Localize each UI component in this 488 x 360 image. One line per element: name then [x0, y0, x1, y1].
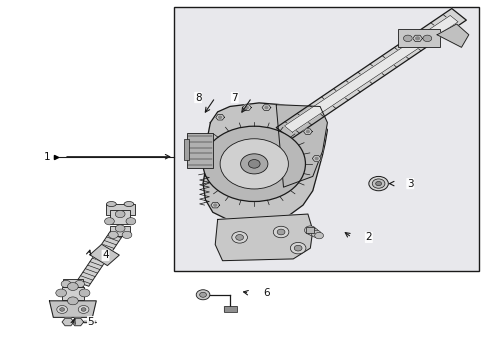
- Circle shape: [422, 35, 431, 41]
- Bar: [110, 210, 130, 224]
- Circle shape: [108, 231, 118, 238]
- Bar: [183, 139, 189, 160]
- Bar: [63, 279, 82, 289]
- Circle shape: [75, 280, 84, 288]
- Circle shape: [57, 306, 67, 314]
- Circle shape: [277, 229, 285, 235]
- Circle shape: [218, 116, 221, 118]
- Circle shape: [315, 157, 318, 159]
- Polygon shape: [284, 15, 457, 132]
- Polygon shape: [90, 244, 119, 266]
- Polygon shape: [49, 301, 96, 318]
- Polygon shape: [242, 105, 251, 111]
- Circle shape: [294, 245, 302, 251]
- Circle shape: [304, 226, 316, 234]
- Circle shape: [415, 37, 419, 40]
- FancyBboxPatch shape: [187, 133, 212, 168]
- Circle shape: [67, 283, 78, 291]
- Circle shape: [264, 107, 267, 109]
- Polygon shape: [215, 114, 224, 120]
- Polygon shape: [276, 9, 466, 139]
- Text: 6: 6: [263, 288, 269, 298]
- Circle shape: [307, 228, 318, 236]
- Text: 7: 7: [231, 93, 238, 103]
- Polygon shape: [276, 105, 327, 187]
- Text: 3: 3: [406, 179, 413, 189]
- Bar: [110, 226, 130, 235]
- Bar: [105, 204, 135, 215]
- Bar: [62, 287, 83, 300]
- Circle shape: [199, 292, 206, 297]
- Circle shape: [231, 231, 247, 243]
- Circle shape: [78, 306, 89, 314]
- Ellipse shape: [106, 202, 116, 207]
- Circle shape: [375, 181, 381, 186]
- Circle shape: [371, 179, 384, 188]
- Circle shape: [240, 154, 267, 174]
- Circle shape: [290, 242, 305, 254]
- Text: 4: 4: [102, 250, 109, 260]
- Ellipse shape: [124, 202, 134, 207]
- Circle shape: [273, 226, 288, 238]
- Bar: [306, 227, 314, 233]
- Polygon shape: [203, 103, 327, 223]
- Circle shape: [248, 159, 260, 168]
- Bar: [173, 7, 478, 271]
- Circle shape: [306, 131, 309, 133]
- Bar: [223, 306, 237, 312]
- Polygon shape: [303, 129, 312, 134]
- Circle shape: [115, 225, 125, 232]
- Circle shape: [213, 204, 216, 206]
- Circle shape: [67, 297, 78, 305]
- Polygon shape: [312, 156, 321, 161]
- Polygon shape: [76, 231, 122, 286]
- Circle shape: [104, 218, 114, 225]
- Polygon shape: [72, 318, 83, 326]
- Circle shape: [220, 139, 288, 189]
- Circle shape: [61, 280, 71, 288]
- Polygon shape: [412, 35, 422, 41]
- Circle shape: [126, 218, 136, 225]
- Circle shape: [403, 35, 411, 41]
- Polygon shape: [262, 105, 270, 111]
- Polygon shape: [215, 214, 312, 261]
- Circle shape: [235, 234, 243, 240]
- Circle shape: [56, 289, 66, 297]
- Polygon shape: [436, 24, 468, 47]
- Circle shape: [81, 308, 86, 311]
- Circle shape: [115, 211, 125, 218]
- Circle shape: [122, 231, 132, 238]
- Circle shape: [245, 107, 248, 109]
- Text: 1: 1: [43, 152, 50, 162]
- Circle shape: [79, 289, 90, 297]
- Circle shape: [203, 126, 305, 202]
- Polygon shape: [62, 318, 74, 326]
- Polygon shape: [210, 202, 219, 208]
- Text: 5: 5: [87, 317, 94, 327]
- Circle shape: [60, 308, 64, 311]
- Text: 2: 2: [365, 232, 371, 242]
- Circle shape: [314, 232, 323, 239]
- Circle shape: [368, 176, 387, 191]
- Circle shape: [311, 230, 321, 237]
- Bar: [397, 30, 439, 47]
- Text: 8: 8: [194, 93, 201, 103]
- Circle shape: [196, 290, 209, 300]
